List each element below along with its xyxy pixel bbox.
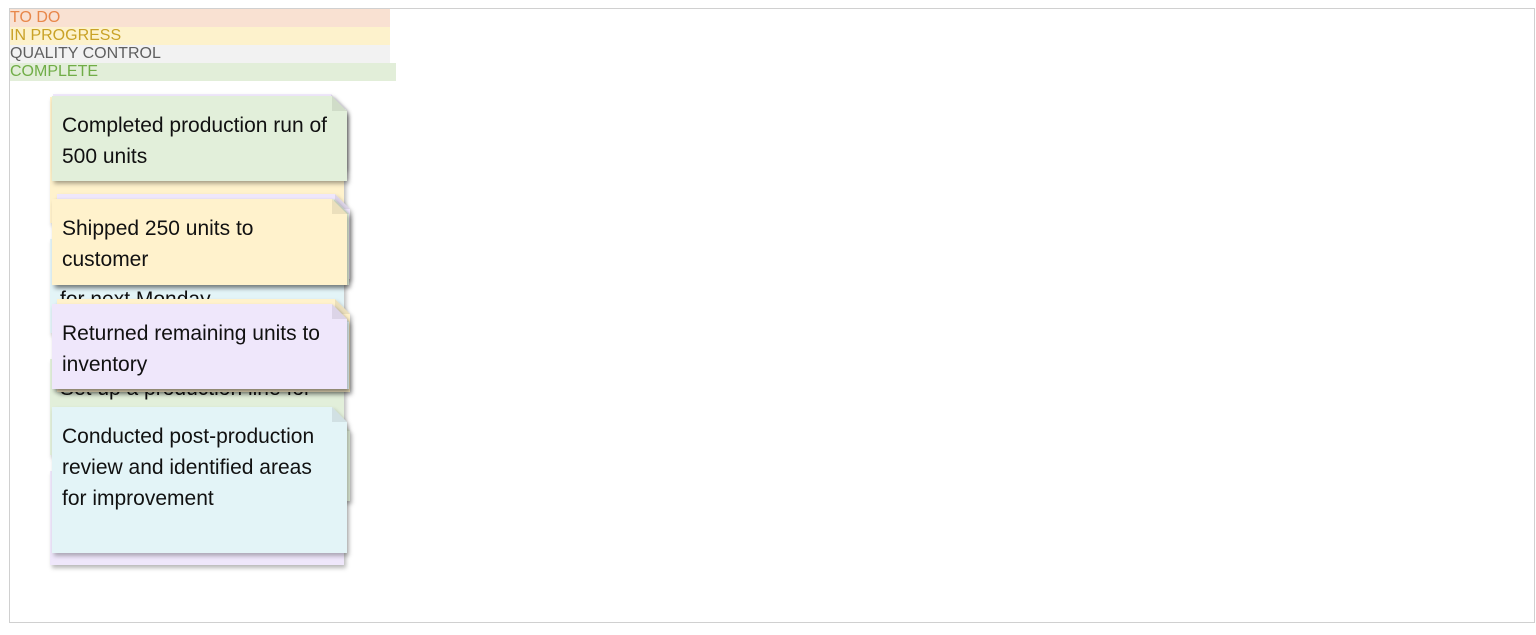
card-text: Conducted post-production review and ide…	[52, 407, 347, 553]
column: COMPLETE Completed production run of 500 …	[10, 63, 396, 81]
card-text: Shipped 250 units to customer	[52, 199, 347, 285]
card: Returned remaining units to inventory	[52, 304, 347, 389]
card: Shipped 250 units to customer	[52, 199, 347, 285]
column-title: COMPLETE	[10, 63, 396, 81]
card-fold	[332, 96, 347, 111]
column-title: IN PROGRESS	[10, 27, 390, 45]
kanban-board: TO DOOrder raw materials for a productio…	[9, 8, 1535, 623]
card: Conducted post-production review and ide…	[52, 407, 347, 553]
card-fold	[332, 199, 347, 214]
column: IN PROGRESSAssembly of first 50 unitsQua…	[10, 27, 390, 45]
column: TO DOOrder raw materials for a productio…	[10, 9, 390, 27]
column-title: QUALITY CONTROL	[10, 45, 390, 63]
column-title: TO DO	[10, 9, 390, 27]
card-fold	[332, 304, 347, 319]
column: QUALITY CONTROLInspection of completed u…	[10, 45, 390, 63]
card: Completed production run of 500 units	[52, 96, 347, 181]
card-text: Returned remaining units to inventory	[52, 304, 347, 389]
card-fold	[332, 407, 347, 422]
card-text: Completed production run of 500 units	[52, 96, 347, 181]
